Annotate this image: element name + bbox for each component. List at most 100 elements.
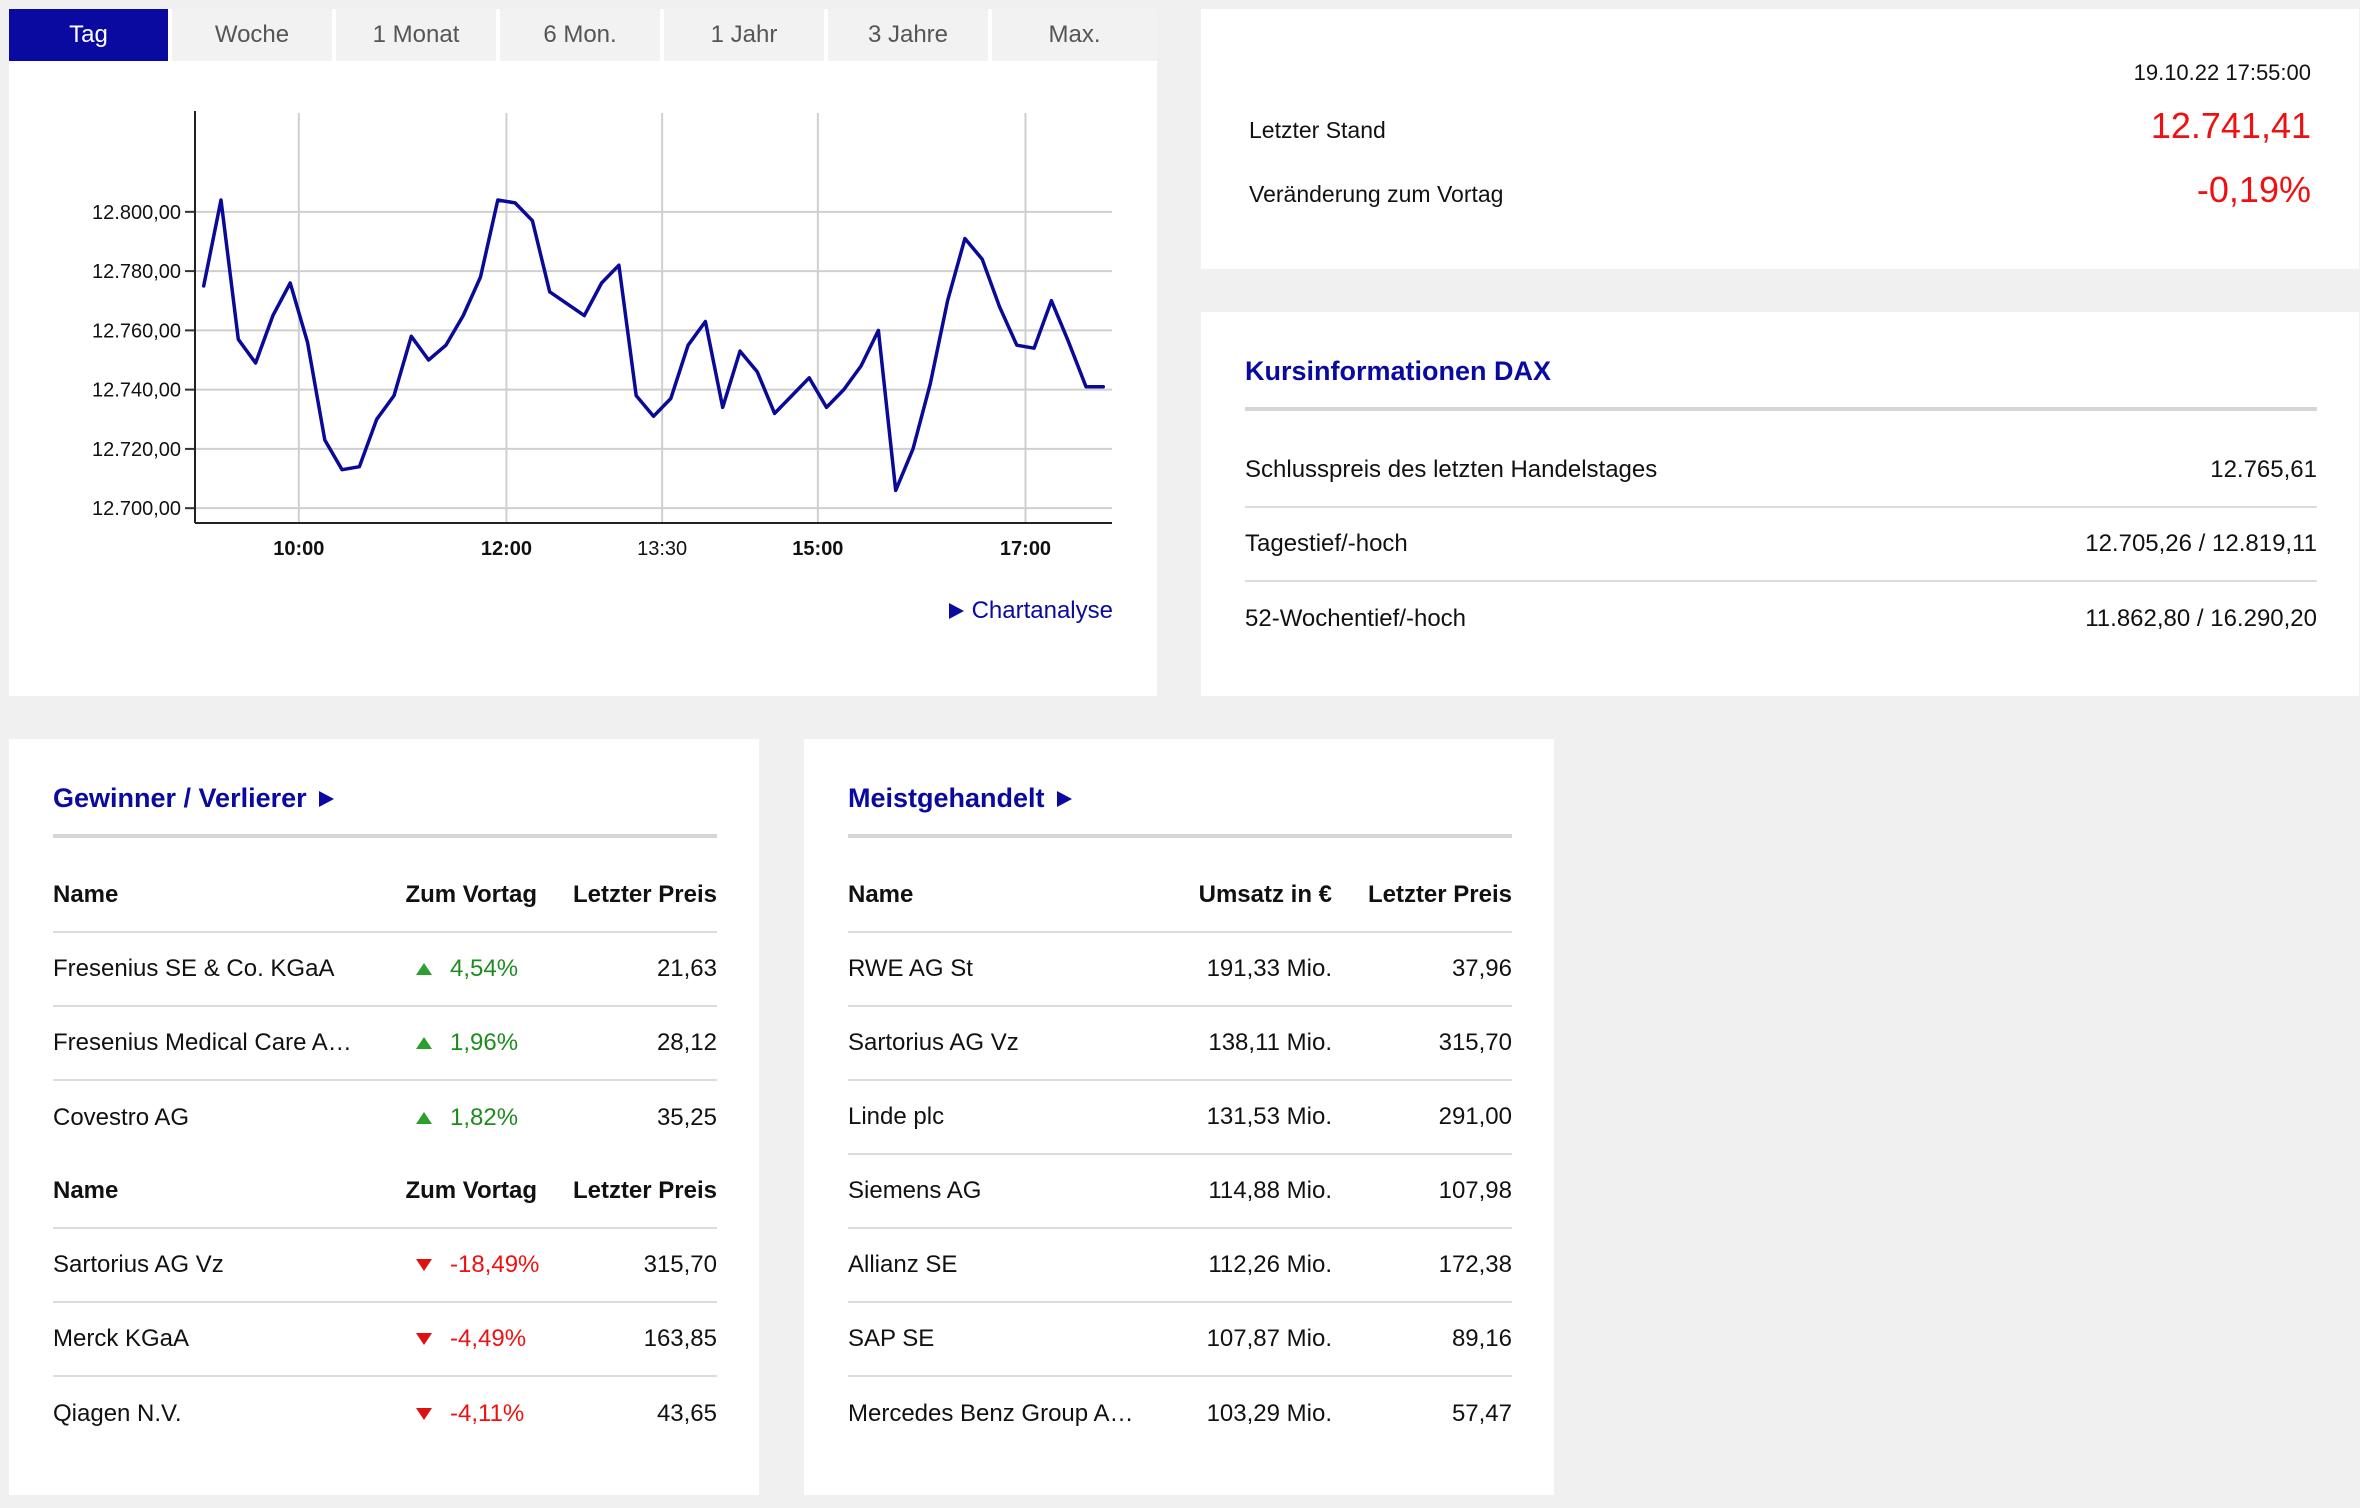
stock-name[interactable]: Merck KGaA bbox=[53, 1325, 190, 1352]
table-row[interactable]: Sartorius AG Vz 138,11 Mio. 315,70 bbox=[848, 1007, 1512, 1081]
price-value: 35,25 bbox=[656, 1104, 717, 1131]
x-tick-label: 10:00 bbox=[273, 538, 324, 560]
volume-value: 138,11 Mio. bbox=[1208, 1029, 1332, 1056]
volume-value: 114,88 Mio. bbox=[1208, 1177, 1332, 1204]
tab-max[interactable]: Max. bbox=[992, 9, 1157, 65]
info-label: 52-Wochentief/-hoch bbox=[1245, 605, 1467, 632]
gainers-losers-table: Name Zum Vortag Letzter Preis Fresenius … bbox=[53, 859, 717, 1451]
change-value: -18,49% bbox=[450, 1251, 540, 1278]
price-value: 57,47 bbox=[1451, 1400, 1512, 1427]
x-tick-label: 15:00 bbox=[792, 538, 843, 560]
change-value: -0,19% bbox=[2196, 169, 2311, 210]
table-row[interactable]: Linde plc 131,53 Mio. 291,00 bbox=[848, 1081, 1512, 1155]
x-tick-label: 12:00 bbox=[481, 538, 532, 560]
table-row[interactable]: Allianz SE 112,26 Mio. 172,38 bbox=[848, 1229, 1512, 1303]
stock-name[interactable]: Mercedes Benz Group AG Namens-Aktien bbox=[848, 1400, 1152, 1427]
chartanalyse-link[interactable]: Chartanalyse bbox=[948, 597, 1113, 625]
play-icon bbox=[948, 603, 964, 619]
price-value: 107,98 bbox=[1438, 1177, 1512, 1204]
col-volume: Umsatz in € bbox=[1198, 881, 1332, 908]
stock-name[interactable]: Siemens AG bbox=[848, 1177, 982, 1204]
title-divider bbox=[53, 834, 717, 838]
table-row[interactable]: SAP SE 107,87 Mio. 89,16 bbox=[848, 1303, 1512, 1377]
tab-day[interactable]: Tag bbox=[9, 9, 172, 65]
table-row[interactable]: Covestro AG 1,82% 35,25 bbox=[53, 1081, 717, 1155]
price-info-title: Kursinformationen DAX bbox=[1245, 356, 1552, 386]
last-price-value: 12.741,41 bbox=[2150, 105, 2311, 146]
most-traded-table: Name Umsatz in € Letzter Preis RWE AG St… bbox=[848, 859, 1512, 1451]
table-row[interactable]: Qiagen N.V. -4,11% 43,65 bbox=[53, 1377, 717, 1451]
table-row[interactable]: Merck KGaA -4,49% 163,85 bbox=[53, 1303, 717, 1377]
most-traded-link[interactable]: Meistgehandelt bbox=[848, 783, 1072, 814]
y-tick-label: 12.720,00 bbox=[92, 439, 181, 461]
price-value: 28,12 bbox=[656, 1029, 717, 1056]
tab-week[interactable]: Woche bbox=[172, 9, 336, 65]
col-change: Zum Vortag bbox=[405, 881, 537, 908]
arrow-down-icon bbox=[416, 1259, 432, 1271]
y-tick-label: 12.740,00 bbox=[92, 380, 181, 402]
tab-1-year[interactable]: 1 Jahr bbox=[664, 9, 828, 65]
table-row[interactable]: Sartorius AG Vz -18,49% 315,70 bbox=[53, 1229, 717, 1303]
change-row: Veränderung zum Vortag -0,19% bbox=[1249, 169, 2311, 211]
info-row: Tagestief/-hoch 12.705,26 / 12.819,11 bbox=[1245, 508, 2317, 582]
change-label: Veränderung zum Vortag bbox=[1249, 181, 1504, 207]
table-row[interactable]: Fresenius SE & Co. KGaA 4,54% 21,63 bbox=[53, 933, 717, 1007]
stock-name[interactable]: Fresenius Medical Care AG & Co. KGaA bbox=[53, 1029, 367, 1056]
col-name: Name bbox=[53, 1177, 119, 1204]
change-cell: -18,49% bbox=[367, 1251, 540, 1279]
series-line bbox=[201, 198, 1106, 493]
stock-name[interactable]: Covestro AG bbox=[53, 1104, 190, 1131]
change-cell: 1,96% bbox=[367, 1029, 537, 1057]
y-tick-label: 12.800,00 bbox=[92, 202, 181, 224]
table-row[interactable]: Fresenius Medical Care AG & Co. KGaA 1,9… bbox=[53, 1007, 717, 1081]
info-value: 12.705,26 / 12.819,11 bbox=[2085, 530, 2317, 557]
intraday-chart: 12.800,00 12.780,00 12.760,00 12.740,00 12.7… bbox=[92, 111, 1112, 560]
tab-6-months[interactable]: 6 Mon. bbox=[500, 9, 664, 65]
stock-name[interactable]: Sartorius AG Vz bbox=[848, 1029, 1019, 1056]
stock-name[interactable]: SAP SE bbox=[848, 1325, 935, 1352]
info-label: Schlusspreis des letzten Handelstages bbox=[1245, 456, 1658, 483]
gainers-losers-panel: Gewinner / Verlierer Name Zum Vortag Let… bbox=[9, 739, 759, 1495]
quote-panel: 19.10.22 17:55:00 Letzter Stand 12.741,4… bbox=[1201, 9, 2359, 269]
last-price-row: Letzter Stand 12.741,41 bbox=[1249, 105, 2311, 147]
volume-value: 191,33 Mio. bbox=[1206, 955, 1332, 982]
y-tick-label: 12.700,00 bbox=[92, 498, 181, 520]
stock-name[interactable]: Qiagen N.V. bbox=[53, 1400, 182, 1427]
stock-name[interactable]: RWE AG St bbox=[848, 955, 973, 982]
quote-timestamp: 19.10.22 17:55:00 bbox=[2133, 60, 2311, 85]
info-value: 11.862,80 / 16.290,20 bbox=[2085, 605, 2317, 632]
x-tick-label: 13:30 bbox=[637, 538, 687, 560]
table-row[interactable]: Mercedes Benz Group AG Namens-Aktien 103… bbox=[848, 1377, 1512, 1451]
play-icon bbox=[1056, 790, 1072, 807]
change-value: 1,82% bbox=[450, 1104, 519, 1131]
price-value: 172,38 bbox=[1438, 1251, 1512, 1278]
stock-name[interactable]: Sartorius AG Vz bbox=[53, 1251, 224, 1278]
most-traded-panel: Meistgehandelt Name Umsatz in € Letzter … bbox=[804, 739, 1554, 1495]
change-cell: 1,82% bbox=[367, 1104, 537, 1132]
price-value: 21,63 bbox=[656, 955, 717, 982]
info-label: Tagestief/-hoch bbox=[1245, 530, 1408, 557]
arrow-down-icon bbox=[416, 1333, 432, 1345]
gainers-losers-link[interactable]: Gewinner / Verlierer bbox=[53, 783, 334, 814]
col-name: Name bbox=[848, 881, 914, 908]
arrow-up-icon bbox=[416, 1112, 432, 1124]
tab-1-month[interactable]: 1 Monat bbox=[336, 9, 500, 65]
col-price: Letzter Preis bbox=[572, 1177, 717, 1204]
stock-name[interactable]: Linde plc bbox=[848, 1103, 945, 1130]
table-row[interactable]: Siemens AG 114,88 Mio. 107,98 bbox=[848, 1155, 1512, 1229]
arrow-up-icon bbox=[416, 963, 432, 975]
table-header: Name Umsatz in € Letzter Preis bbox=[848, 859, 1512, 933]
change-value: 4,54% bbox=[450, 955, 519, 982]
col-price: Letzter Preis bbox=[1367, 881, 1512, 908]
table-row[interactable]: RWE AG St 191,33 Mio. 37,96 bbox=[848, 933, 1512, 1007]
stock-name[interactable]: Fresenius SE & Co. KGaA bbox=[53, 955, 335, 982]
price-value: 315,70 bbox=[643, 1251, 717, 1278]
change-value: 1,96% bbox=[450, 1029, 519, 1056]
table-header: Name Zum Vortag Letzter Preis bbox=[53, 859, 717, 933]
tab-3-years[interactable]: 3 Jahre bbox=[828, 9, 992, 65]
volume-value: 131,53 Mio. bbox=[1206, 1103, 1332, 1130]
change-value: -4,11% bbox=[450, 1400, 525, 1427]
change-cell: 4,54% bbox=[367, 955, 537, 983]
stock-name[interactable]: Allianz SE bbox=[848, 1251, 958, 1278]
price-value: 89,16 bbox=[1451, 1325, 1512, 1352]
